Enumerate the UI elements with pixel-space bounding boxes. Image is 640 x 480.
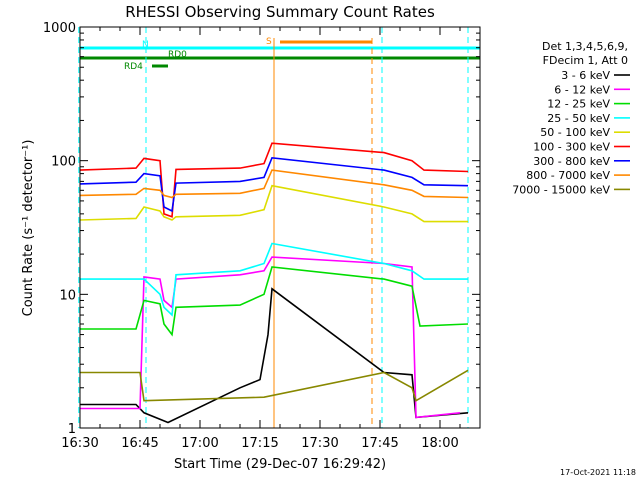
- series-line: [80, 242, 468, 317]
- y-tick-label: 10: [59, 288, 76, 303]
- series-line: [80, 369, 469, 402]
- chart-title: RHESSI Observing Summary Count Rates: [125, 3, 435, 21]
- series-line: [79, 169, 469, 199]
- x-tick-label: 18:00: [421, 436, 458, 451]
- series-line: [80, 256, 461, 419]
- flag-label: RD4: [124, 62, 143, 72]
- series-line: [80, 266, 469, 337]
- axes: 1 10 100 1000 16:30 16:45 17:00 17:15 17:30 17:45…: [43, 21, 481, 451]
- legend-header: FDecim 1, Att 0: [543, 54, 628, 67]
- legend-entry-label: 100 - 300 keV: [533, 141, 610, 154]
- plot-frame: [79, 26, 481, 429]
- y-axis-label: Count Rate (s⁻¹ detector⁻¹): [21, 140, 36, 317]
- legend-entry-label: 12 - 25 keV: [547, 98, 610, 111]
- footer-timestamp: 17-Oct-2021 11:18: [560, 468, 636, 477]
- x-axis-label: Start Time (29-Dec-07 16:29:42): [174, 457, 386, 472]
- x-tick-label: 16:30: [61, 436, 98, 451]
- x-tick-label: 17:30: [301, 436, 338, 451]
- y-tick-label: 1000: [43, 21, 76, 36]
- legend-entry-label: 800 - 7000 keV: [526, 169, 610, 182]
- legend: Det 1,3,4,5,6,9,FDecim 1, Att 0 3 - 6 keV…: [512, 40, 630, 196]
- flag-label: N: [142, 40, 149, 50]
- series-lines: [79, 142, 469, 424]
- time-markers: [78, 27, 469, 428]
- flag-bars: N S RD0 RD4: [80, 37, 480, 72]
- y-tick-label: 100: [51, 155, 76, 170]
- legend-entry-label: 300 - 800 keV: [533, 155, 610, 168]
- series-line: [79, 184, 468, 223]
- legend-entry-label: 6 - 12 keV: [554, 83, 610, 96]
- legend-entry-label: 3 - 6 keV: [561, 69, 610, 82]
- legend-entry-label: 25 - 50 keV: [547, 112, 610, 125]
- legend-entry-label: 50 - 100 keV: [540, 126, 610, 139]
- x-tick-label: 17:45: [361, 436, 398, 451]
- series-line: [80, 287, 469, 424]
- legend-header: Det 1,3,4,5,6,9,: [542, 40, 628, 53]
- x-tick-label: 17:00: [181, 436, 218, 451]
- y-tick-label: 1: [68, 422, 76, 437]
- series-line: [79, 156, 469, 213]
- x-tick-label: 17:15: [241, 436, 278, 451]
- series-line: [79, 142, 469, 218]
- flag-label: RD0: [168, 50, 187, 60]
- flag-label: S: [266, 37, 272, 47]
- x-tick-label: 16:45: [121, 436, 158, 451]
- legend-entry-label: 7000 - 15000 keV: [512, 183, 610, 196]
